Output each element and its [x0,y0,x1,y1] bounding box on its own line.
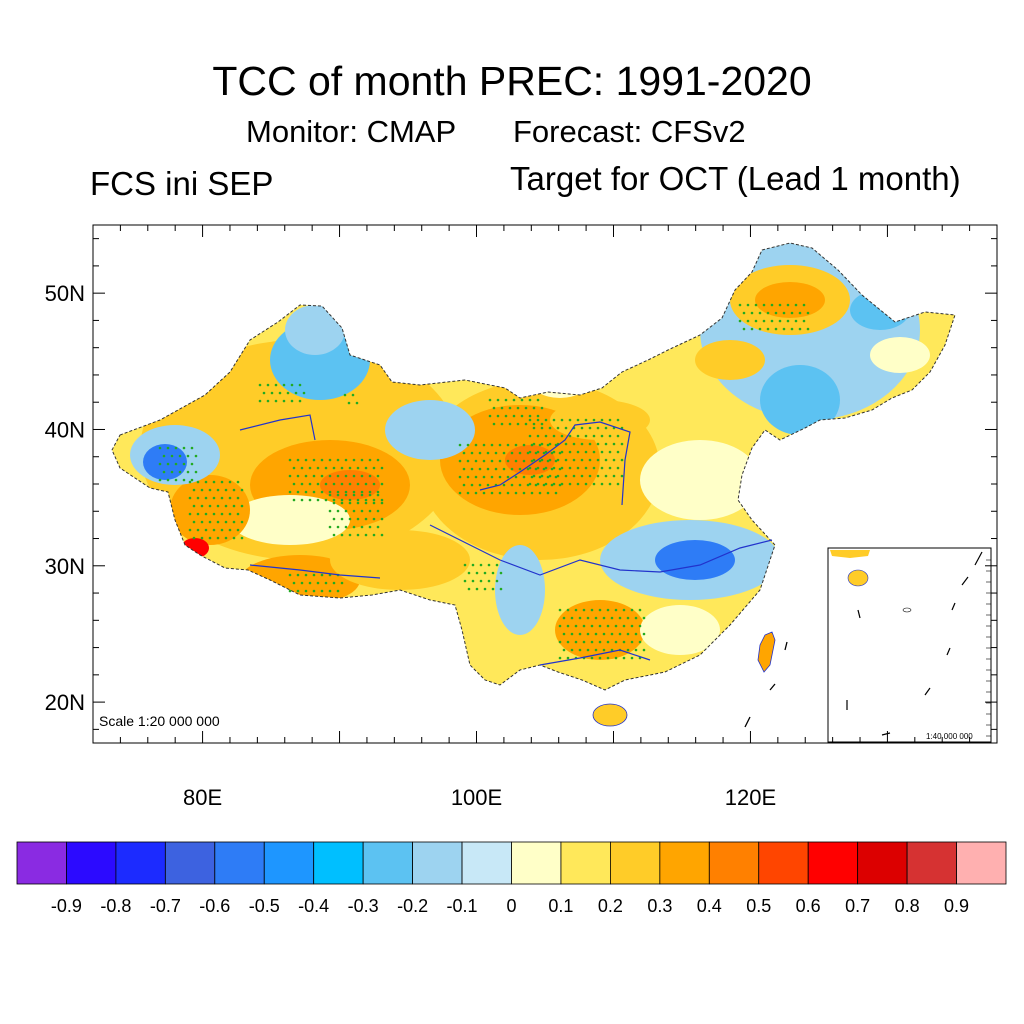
colorbar-box [313,841,364,885]
colorbar-label: 0.1 [548,896,573,916]
colorbar-label: -0.4 [298,896,329,916]
colorbar-box [16,841,67,885]
colorbar-box [857,841,908,885]
colorbar-label: 0.2 [598,896,623,916]
colorbar-box [659,841,710,885]
taiwan-island [757,631,776,673]
colorbar-label: -0.3 [348,896,379,916]
colorbar-label: 0.3 [647,896,672,916]
axis-ticks [93,225,997,743]
colorbar-box [807,841,859,885]
lat-tick-label: 30N [45,554,85,579]
subtitle-monitor: Monitor: CMAP [246,114,457,149]
rivers [239,414,773,666]
colorbar-label: -0.7 [150,896,181,916]
colorbar-box [511,841,562,885]
colorbar-label: 0 [506,896,516,916]
map-title: TCC of month PREC: 1991-2020 [212,58,812,104]
colorbar-label: -0.2 [397,896,428,916]
lon-tick-label: 100E [451,785,502,810]
colorbar-label: 0.7 [845,896,870,916]
colorbar-label: -0.8 [100,896,131,916]
colorbar-box [560,841,611,885]
colorbar-label: 0.4 [697,896,722,916]
nine-dash-line [744,641,788,728]
colorbar-label: -0.1 [447,896,478,916]
colorbar-box [66,841,117,885]
south-china-sea-inset [827,547,992,743]
yangtze-river [429,524,773,576]
lon-tick-label: 80E [183,785,222,810]
colorbar-label: 0.9 [944,896,969,916]
axis-labels: 20N 30N 40N 50N 80E 100E 120E [45,281,777,810]
colorbar-box [412,841,463,885]
lat-tick-label: 50N [45,281,85,306]
colorbar-box [708,841,760,885]
colorbar [16,841,1007,885]
colorbar-box [956,841,1007,885]
colorbar-box [461,841,512,885]
colorbar-labels: -0.9 -0.8 -0.7 -0.6 -0.5 -0.4 -0.3 -0.2 -0.1 0 0.1… [51,896,969,916]
colorbar-label: 0.6 [796,896,821,916]
colorbar-box [758,841,809,885]
subtitle-forecast: Forecast: CFSv2 [513,114,746,149]
left-string: FCS ini SEP [90,165,274,202]
colorbar-box [362,841,413,885]
yarlung-river [249,564,381,579]
colorbar-box [610,841,661,885]
colorbar-box [906,841,957,885]
significance-stippling [158,303,810,660]
scale-main: Scale 1:20 000 000 [99,713,220,729]
tarim-river [239,414,316,441]
colorbar-box [263,841,315,885]
colorbar-box [214,841,265,885]
scale-inset: 1:40 000 000 [926,732,973,741]
hainan-island [592,703,628,727]
right-string: Target for OCT (Lead 1 month) [510,160,961,197]
colorbar-label: -0.9 [51,896,82,916]
colorbar-box [115,841,166,885]
lon-tick-label: 120E [725,785,776,810]
colorbar-label: -0.6 [199,896,230,916]
lat-tick-label: 40N [45,417,85,442]
pearl-river [539,649,651,666]
lat-tick-label: 20N [45,690,85,715]
colorbar-box [164,841,216,885]
yellow-river [479,421,631,506]
colorbar-label: 0.8 [895,896,920,916]
colorbar-label: 0.5 [746,896,771,916]
colorbar-label: -0.5 [249,896,280,916]
